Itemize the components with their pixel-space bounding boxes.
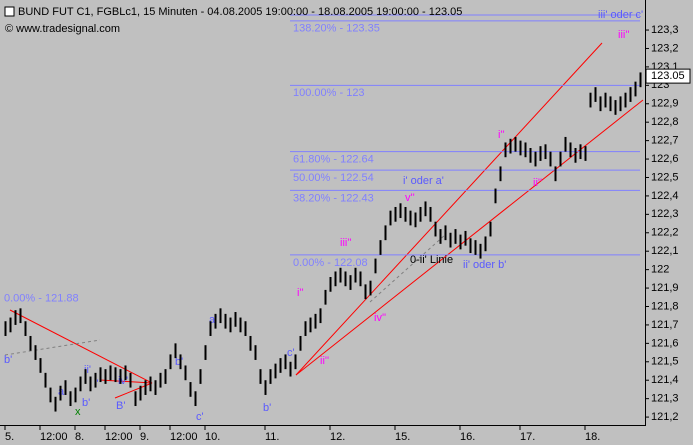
annotation: x	[75, 406, 81, 418]
annotation: B'	[116, 400, 125, 412]
x-tick-label: 5.	[5, 431, 14, 443]
x-tick-label: 12:00	[170, 431, 198, 443]
y-tick-label: 121,6	[651, 337, 679, 349]
x-tick-label: 12:00	[40, 431, 68, 443]
annotation: iv'	[118, 375, 128, 387]
annotation: c'	[287, 347, 295, 359]
y-tick-label: 122,1	[651, 245, 679, 257]
dashed-line	[369, 234, 446, 303]
x-tick-label: 17.	[520, 431, 535, 443]
fib-label: 138.20% - 123.35	[293, 23, 380, 35]
y-tick-label: 121,4	[651, 374, 679, 386]
y-tick-label: 122	[651, 264, 669, 276]
annotation: iii''	[340, 237, 352, 249]
annotation: a'	[58, 386, 66, 398]
y-tick-label: 123,3	[651, 24, 679, 36]
x-tick-label: 16.	[460, 431, 475, 443]
annotation: i''	[498, 129, 505, 141]
y-tick-label: 121,9	[651, 282, 679, 294]
fib-label: 0.00% - 121.88	[4, 293, 79, 305]
annotation: c'	[196, 411, 204, 423]
y-tick-label: 122,9	[651, 98, 679, 110]
y-tick-label: 122,4	[651, 190, 679, 202]
annotation: ii''	[533, 177, 542, 189]
x-tick-label: 12.	[330, 431, 345, 443]
annotation: b'	[263, 402, 271, 414]
fib-label: 61.80% - 122.64	[293, 154, 374, 166]
y-tick-label: 121,7	[651, 319, 679, 331]
y-tick-label: 121,3	[651, 393, 679, 405]
icon	[4, 6, 15, 17]
annotation: i' oder a'	[403, 175, 444, 187]
x-tick-label: 10.	[205, 431, 220, 443]
x-tick-label: 9.	[140, 431, 149, 443]
y-tick-label: 122,5	[651, 171, 679, 183]
dashed-line	[4, 339, 101, 356]
last-price-box	[645, 68, 691, 84]
x-tick-label: 12:00	[105, 431, 133, 443]
annotation: v''	[405, 192, 415, 204]
subtitle: © www.tradesignal.com	[5, 23, 120, 35]
annotation: iv''	[374, 312, 386, 324]
annotation: ii' oder b'	[463, 259, 506, 271]
last-price-label: 123.05	[651, 70, 685, 82]
y-tick-label: 121,5	[651, 356, 679, 368]
annotation: iii' oder c'	[598, 9, 643, 21]
annotation: a'	[209, 314, 217, 326]
trend-line	[9, 309, 153, 384]
y-tick-label: 122,2	[651, 227, 679, 239]
y-tick-label: 121,8	[651, 300, 679, 312]
annotation: i''	[297, 287, 304, 299]
y-tick-label: 122,8	[651, 116, 679, 128]
fib-label: 50.00% - 122.54	[293, 172, 374, 184]
annotation: ii'	[84, 364, 91, 376]
x-tick-label: 8.	[75, 431, 84, 443]
y-tick-label: 121,2	[651, 411, 679, 423]
fib-label: 38.20% - 122.43	[293, 192, 374, 204]
fib-label: 100.00% - 123	[293, 87, 365, 99]
annotation: b'	[4, 354, 12, 366]
annotation: b'	[175, 356, 183, 368]
annotation: 0-ii' Linie	[410, 254, 453, 266]
annotation: b'	[82, 397, 90, 409]
x-tick-label: 18.	[585, 431, 600, 443]
x-tick-label: 11.	[265, 431, 279, 443]
annotation: ii''	[320, 355, 329, 367]
fib-label: 0.00% - 122.08	[293, 257, 368, 269]
channel-line	[295, 42, 603, 376]
y-tick-label: 123,2	[651, 42, 679, 54]
annotation: iii''	[618, 29, 630, 41]
chart-title: BUND FUT C1, FGBLc1, 15 Minuten - 04.08.…	[18, 6, 462, 18]
x-tick-label: 15.	[395, 431, 410, 443]
y-tick-label: 122,3	[651, 208, 679, 220]
channel-line	[295, 99, 644, 376]
y-tick-label: 122,7	[651, 135, 679, 147]
trend-line	[99, 379, 153, 384]
y-tick-label: 122,6	[651, 153, 679, 165]
